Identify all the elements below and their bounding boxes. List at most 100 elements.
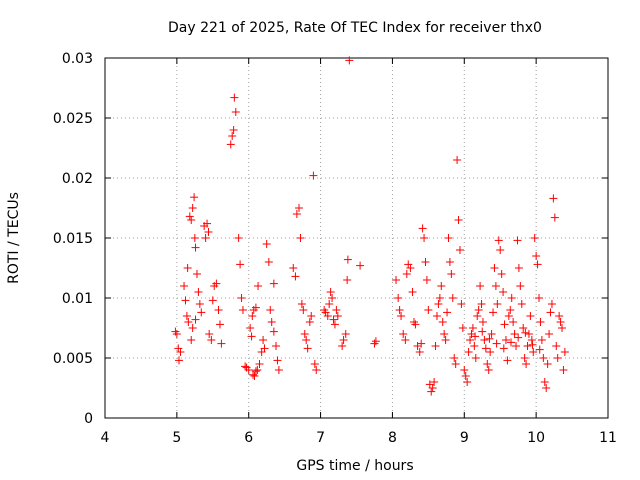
data-point — [437, 282, 446, 290]
data-point — [460, 366, 469, 374]
data-point — [253, 366, 262, 374]
data-point — [559, 366, 568, 374]
data-point — [394, 294, 403, 302]
data-point — [274, 366, 283, 374]
data-point — [496, 246, 505, 254]
data-point — [478, 318, 487, 326]
data-point — [204, 228, 213, 236]
data-point — [191, 243, 200, 252]
data-point — [305, 318, 314, 326]
data-point — [470, 342, 479, 350]
data-point — [411, 320, 420, 329]
data-point — [513, 236, 522, 245]
data-point — [450, 354, 459, 362]
x-tick-label: 7 — [316, 430, 325, 446]
data-point — [506, 306, 515, 314]
y-tick-label: 0.005 — [53, 351, 93, 367]
data-point — [555, 312, 564, 320]
data-point — [339, 336, 348, 344]
data-point — [237, 294, 246, 302]
data-point — [527, 336, 536, 344]
data-point — [326, 288, 335, 296]
data-point — [343, 276, 352, 284]
data-point — [251, 367, 260, 376]
data-point — [457, 300, 466, 308]
data-point — [231, 108, 240, 116]
data-point — [185, 212, 194, 221]
data-point — [246, 324, 255, 332]
data-point — [289, 264, 298, 272]
data-point — [422, 276, 431, 284]
data-point — [175, 356, 184, 365]
data-point — [333, 312, 342, 320]
x-tick-label: 11 — [599, 430, 617, 446]
data-point — [514, 264, 523, 272]
chart-title: Day 221 of 2025, Rate Of TEC Index for r… — [168, 20, 542, 36]
data-point — [188, 324, 197, 332]
data-point — [418, 224, 427, 233]
data-point — [443, 308, 452, 317]
x-tick-label: 4 — [101, 430, 110, 446]
data-point — [448, 294, 457, 302]
data-point — [510, 330, 519, 338]
data-point — [309, 171, 318, 180]
data-point — [500, 320, 509, 329]
data-point — [244, 366, 253, 374]
data-point — [238, 306, 247, 314]
data-point — [312, 366, 321, 374]
data-point — [524, 330, 533, 338]
data-point — [453, 156, 462, 164]
data-point — [451, 360, 460, 368]
data-point — [273, 356, 282, 365]
data-point — [434, 300, 443, 308]
data-point — [497, 270, 506, 278]
data-point — [516, 282, 525, 290]
data-point — [539, 354, 548, 362]
data-point — [404, 260, 413, 269]
data-point — [250, 372, 259, 380]
data-point — [520, 354, 529, 362]
data-point — [291, 272, 300, 281]
data-point — [468, 324, 477, 332]
data-point — [323, 312, 332, 320]
data-point — [296, 234, 305, 242]
data-point — [392, 276, 401, 284]
data-point — [230, 93, 239, 102]
data-point — [530, 234, 539, 242]
x-tick-label: 6 — [244, 430, 253, 446]
data-point — [214, 306, 223, 314]
data-point — [545, 330, 554, 338]
data-point — [272, 342, 281, 350]
data-point — [487, 330, 496, 338]
data-point — [181, 296, 190, 305]
data-point — [338, 342, 347, 350]
data-point — [501, 336, 510, 344]
data-point — [190, 193, 199, 202]
data-point — [307, 312, 316, 320]
data-point — [234, 234, 243, 242]
data-point — [521, 328, 530, 337]
data-point — [483, 360, 492, 368]
data-point — [546, 308, 555, 317]
data-point — [493, 300, 502, 308]
data-point — [236, 260, 245, 269]
y-tick-label: 0.015 — [53, 231, 93, 247]
data-point — [519, 324, 528, 332]
data-point — [172, 330, 181, 338]
data-point — [406, 264, 415, 272]
axis-ticks: 4 5 6 7 8 9 10 11 0 0.005 0.01 0.015 0.02 0.025 0.03 — [53, 51, 617, 446]
data-point — [176, 348, 185, 356]
data-point — [507, 294, 516, 302]
x-tick-label: 9 — [460, 430, 469, 446]
data-point — [217, 339, 226, 348]
data-point — [542, 384, 551, 392]
data-point — [427, 387, 436, 396]
data-point — [205, 330, 214, 338]
data-point — [424, 306, 433, 314]
data-point — [302, 336, 311, 344]
data-point — [489, 308, 498, 317]
data-point — [325, 300, 334, 308]
data-point — [549, 194, 558, 203]
data-point — [188, 204, 197, 212]
data-point — [421, 258, 430, 266]
